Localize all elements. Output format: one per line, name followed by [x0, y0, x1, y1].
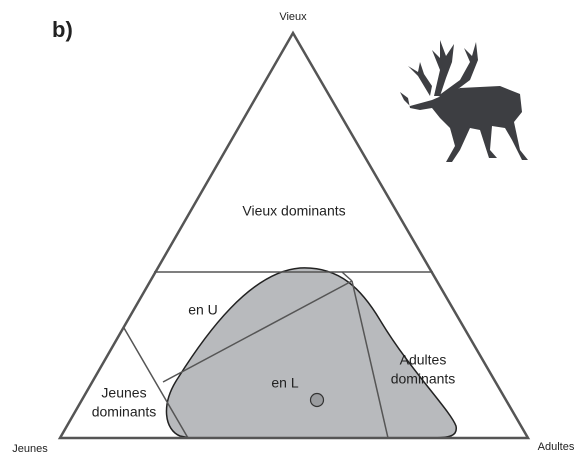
region-label: dominants: [391, 371, 456, 387]
vertex-label: Vieux: [279, 11, 307, 23]
reindeer: [400, 40, 528, 162]
region-label: Vieux dominants: [242, 203, 345, 219]
triangle: [57, 30, 531, 440]
panel-label: b): [52, 17, 73, 42]
point: [309, 392, 325, 408]
vertex-label: Jeunes: [12, 443, 48, 455]
boundaries: [123, 271, 433, 439]
vertex-label: Adultes: [538, 441, 575, 453]
region-label: Jeunes: [101, 385, 146, 401]
region-label: en U: [188, 302, 218, 318]
region-label: dominants: [92, 404, 157, 420]
region-label: en L: [271, 375, 298, 391]
en-l-zone: [165, 267, 458, 439]
region-label: Adultes: [400, 352, 447, 368]
